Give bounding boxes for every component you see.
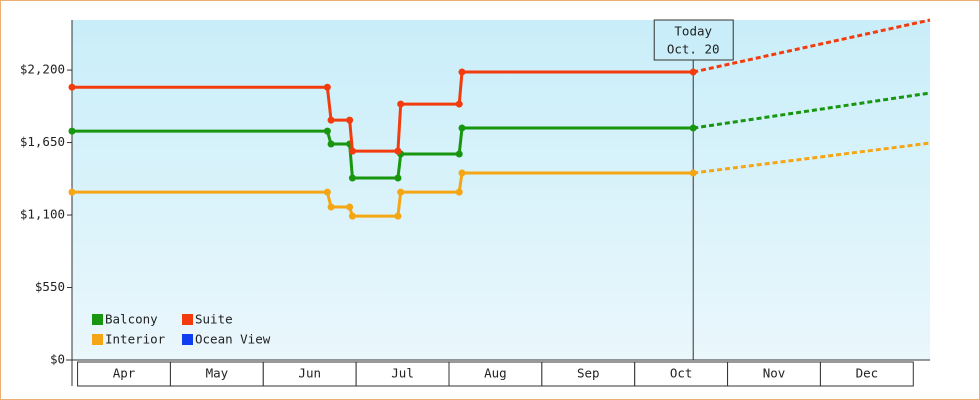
legend-label: Interior <box>105 332 166 347</box>
today-label: Oct. 20 <box>667 42 720 57</box>
x-tick-box <box>448 361 543 387</box>
legend-label: Suite <box>195 312 233 327</box>
point <box>327 116 335 124</box>
point <box>348 174 356 182</box>
legend-swatch <box>92 334 103 345</box>
x-tick-box <box>727 361 821 387</box>
x-tick-label: May <box>206 366 229 381</box>
point <box>458 68 466 76</box>
x-tick-label: Oct <box>670 366 693 381</box>
x-tick-label: Nov <box>763 366 786 381</box>
point <box>68 188 76 196</box>
point <box>323 188 331 196</box>
point <box>394 147 402 155</box>
legend-swatch <box>182 334 193 345</box>
point <box>327 140 335 148</box>
x-tick-label: Dec <box>856 366 879 381</box>
point <box>455 188 463 196</box>
legend-label: Ocean View <box>195 332 271 347</box>
y-tick-label: $550 <box>35 279 65 294</box>
point <box>394 212 402 220</box>
today-box <box>653 19 734 61</box>
legend-label: Balcony <box>105 312 158 327</box>
y-tick-label: $1,650 <box>20 134 65 149</box>
point <box>689 124 697 132</box>
point <box>397 188 405 196</box>
today-label: Today <box>674 24 712 39</box>
series-line <box>72 126 694 180</box>
point <box>689 169 697 177</box>
point <box>68 83 76 91</box>
x-tick-label: Apr <box>113 366 136 381</box>
legend-swatch <box>182 314 193 325</box>
x-tick-box <box>819 361 914 387</box>
forecast-line <box>692 18 931 74</box>
x-tick-box <box>634 361 729 387</box>
point <box>689 68 697 76</box>
point <box>346 116 354 124</box>
y-tick-label: $0 <box>50 352 65 367</box>
point <box>455 150 463 158</box>
x-tick-label: Jun <box>298 366 321 381</box>
point <box>394 174 402 182</box>
point <box>327 203 335 211</box>
point <box>455 100 463 108</box>
series-line <box>72 171 694 218</box>
y-tick-label: $1,100 <box>20 207 65 222</box>
y-tick-label: $2,200 <box>20 62 65 77</box>
x-tick-label: Jul <box>391 366 414 381</box>
point <box>346 203 354 211</box>
series-line <box>72 70 694 153</box>
x-tick-label: Aug <box>484 366 507 381</box>
point <box>323 83 331 91</box>
point <box>68 127 76 135</box>
plot-area <box>72 20 930 360</box>
point <box>323 127 331 135</box>
x-tick-box <box>77 361 171 387</box>
point <box>458 124 466 132</box>
x-tick-label: Sep <box>577 366 600 381</box>
legend-swatch <box>92 314 103 325</box>
point <box>458 169 466 177</box>
point <box>348 147 356 155</box>
point <box>397 100 405 108</box>
x-tick-box <box>541 361 636 387</box>
point <box>348 212 356 220</box>
